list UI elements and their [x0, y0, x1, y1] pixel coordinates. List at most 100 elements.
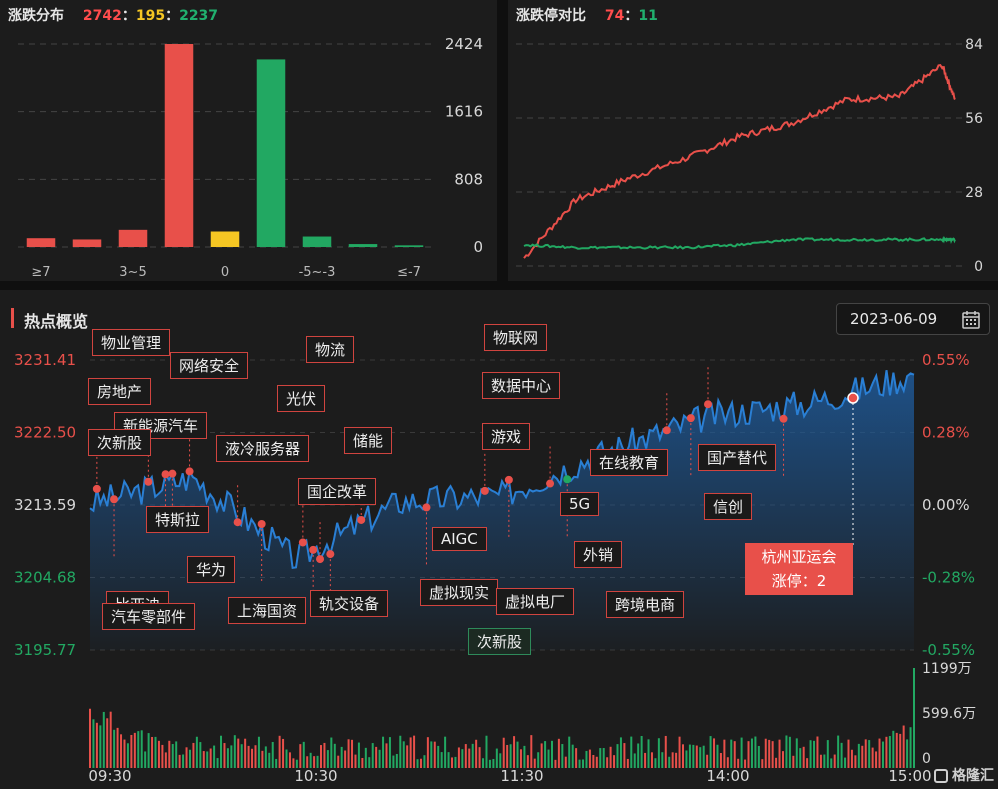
volume-bar [695, 745, 698, 768]
hot-tag[interactable]: 次新股 [468, 628, 532, 655]
volume-bar [830, 758, 833, 768]
volume-bar [344, 750, 347, 768]
volume-bar [388, 737, 391, 768]
hot-tag[interactable]: 外销 [574, 541, 623, 568]
volume-bar [164, 752, 167, 768]
volume-bar [154, 736, 157, 768]
volume-bar [233, 735, 236, 768]
hot-tag[interactable]: 物业管理 [92, 329, 171, 356]
volume-bar [792, 755, 795, 768]
volume-bar [868, 740, 871, 768]
hot-tag[interactable]: 在线教育 [590, 449, 669, 476]
volume-bar [844, 757, 847, 768]
volume-bar [664, 735, 667, 768]
hot-tag[interactable]: 信创 [704, 493, 753, 520]
hot-tag[interactable]: 汽车零部件 [102, 603, 196, 630]
volume-bar [471, 743, 474, 768]
volume-bar [299, 744, 302, 768]
y-tick-label: 0 [473, 238, 483, 256]
volume-bar [519, 749, 522, 768]
hot-tag[interactable]: 跨境电商 [606, 591, 685, 618]
gelonghui-logo-icon [934, 769, 948, 783]
hot-tag[interactable]: 液冷服务器 [216, 435, 310, 462]
hot-tag[interactable]: 数据中心 [482, 372, 561, 399]
hot-tag[interactable]: 房地产 [88, 378, 152, 405]
volume-bar [371, 743, 374, 768]
volume-bar [151, 736, 154, 768]
hot-tag[interactable]: 虚拟电厂 [496, 588, 575, 615]
callout-box[interactable]: 杭州亚运会 涨停：2 [745, 543, 853, 595]
volume-bar [778, 739, 781, 768]
hot-tag[interactable]: 次新股 [88, 429, 152, 456]
hot-tag[interactable]: 虚拟现实 [420, 579, 499, 606]
hot-tag[interactable]: AIGC [432, 527, 487, 551]
volume-bar [871, 747, 874, 768]
callout-title: 杭州亚运会 [761, 548, 837, 566]
volume-bar [719, 753, 722, 768]
volume-bar [813, 740, 816, 768]
volume-bar [168, 740, 171, 768]
volume-bar [740, 737, 743, 768]
volume-bar [599, 748, 602, 768]
y-left-label: 3231.41 [14, 351, 76, 369]
volume-bar [199, 742, 202, 768]
volume-bar [847, 739, 850, 768]
volume-bar [764, 738, 767, 768]
volume-bar [226, 748, 229, 768]
volume-bar [630, 736, 633, 768]
volume-bar [682, 744, 685, 768]
volume-bar [750, 738, 753, 768]
volume-bar [195, 736, 198, 768]
hot-tag[interactable]: 游戏 [482, 423, 531, 450]
volume-bar [602, 748, 605, 768]
tag-marker [233, 518, 242, 527]
hot-tag[interactable]: 上海国资 [228, 597, 307, 624]
volume-bar [582, 759, 585, 768]
hot-tag[interactable]: 物流 [306, 336, 355, 363]
volume-bar [240, 744, 243, 768]
tag-marker [704, 400, 712, 409]
hot-tag[interactable]: 储能 [344, 427, 393, 454]
volume-bar [575, 748, 578, 768]
volume-bar [502, 737, 505, 768]
volume-bar [364, 747, 367, 768]
volume-bar [744, 759, 747, 768]
volume-bar [451, 757, 454, 768]
hot-tag[interactable]: 光伏 [277, 385, 326, 412]
hot-tag[interactable]: 轨交设备 [310, 590, 389, 617]
volume-bar [378, 749, 381, 768]
volume-bar [461, 749, 464, 768]
bar [348, 244, 378, 247]
volume-bar [788, 736, 791, 768]
volume-bar [175, 741, 178, 768]
hot-tag[interactable]: 物联网 [484, 324, 548, 351]
volume-bar [430, 741, 433, 768]
hot-tag[interactable]: 国产替代 [698, 444, 777, 471]
volume-bar [444, 736, 447, 768]
volume-bar [654, 758, 657, 768]
volume-bar [185, 747, 188, 768]
hot-tag[interactable]: 华为 [187, 556, 236, 583]
calendar-icon[interactable] [961, 310, 981, 330]
hot-tag[interactable]: 特斯拉 [146, 506, 210, 533]
volume-bar [699, 747, 702, 768]
volume-bar [306, 756, 309, 768]
hot-tag[interactable]: 网络安全 [170, 352, 249, 379]
hot-tag[interactable]: 5G [560, 492, 600, 516]
hot-tag[interactable]: 国企改革 [298, 478, 377, 505]
volume-bar [588, 749, 591, 768]
volume-bar [375, 746, 378, 768]
volume-bar [330, 737, 333, 768]
volume-bar [382, 736, 385, 768]
volume-bar [271, 741, 274, 768]
volume-bar [137, 731, 140, 768]
volume-bar [892, 730, 895, 768]
y-left-label: 3204.68 [14, 569, 76, 587]
x-tick-label: ≥7 [31, 265, 50, 280]
volume-bar [578, 759, 581, 768]
date-picker[interactable]: 2023-06-09 [836, 303, 990, 335]
volume-bar [213, 745, 216, 768]
volume-bar [837, 735, 840, 768]
x-tick-label: ≤-7 [397, 265, 421, 280]
limit-ratio-header: 涨跌停对比 74：11 [516, 5, 658, 25]
